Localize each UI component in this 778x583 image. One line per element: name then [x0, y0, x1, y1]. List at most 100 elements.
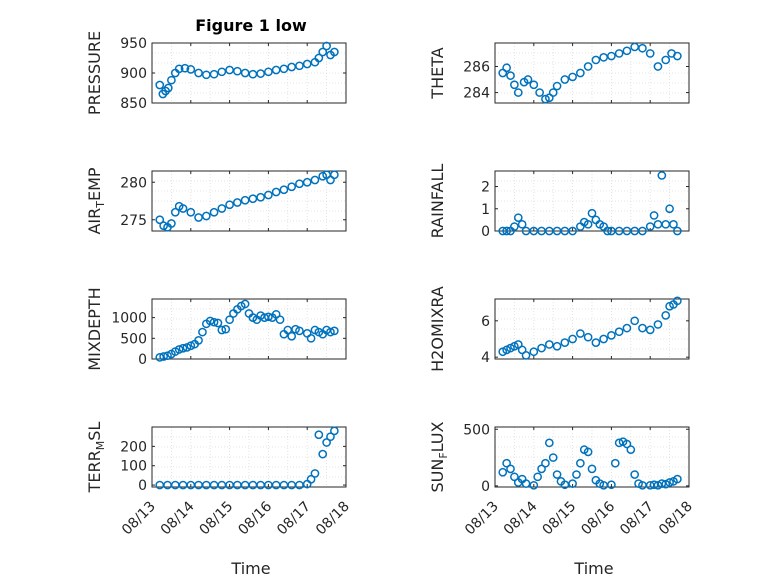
- y-tick-label: 0: [481, 479, 490, 495]
- y-axis-label: PRESSURE: [85, 31, 104, 115]
- y-axis-label-tail: LUX: [428, 421, 447, 452]
- data-point: [155, 80, 165, 90]
- data-point: [502, 458, 511, 468]
- data-point: [322, 438, 331, 447]
- data-point: [295, 480, 304, 490]
- data-point: [194, 336, 203, 345]
- data-point: [287, 331, 297, 341]
- y-axis-label: RAINFALL: [428, 164, 447, 239]
- data-point: [535, 88, 544, 97]
- data-point: [330, 326, 339, 336]
- data-point: [653, 219, 663, 229]
- x-tick-label: 08/15: [197, 499, 237, 539]
- data-point: [318, 449, 328, 459]
- data-point: [271, 65, 281, 75]
- data-point: [271, 480, 281, 490]
- data-point: [248, 69, 258, 79]
- data-point: [541, 94, 550, 104]
- y-tick-label: 0: [138, 478, 147, 494]
- y-tick-label: 1000: [111, 311, 147, 327]
- y-axis-label: H2OMIXRA: [428, 286, 447, 372]
- data-point: [170, 480, 180, 490]
- data-point: [233, 198, 242, 207]
- data-point: [155, 352, 165, 362]
- data-point: [537, 464, 546, 474]
- axes-box: [151, 170, 347, 232]
- panel-theta: 284 286 THETA: [428, 42, 690, 104]
- data-point: [638, 323, 647, 333]
- panel-mixdepth: 0 500 1000 MIXDEPTH: [85, 287, 347, 371]
- x-tick-label: 08/18: [313, 499, 353, 539]
- data-point: [544, 340, 554, 349]
- y-axis-label: MIXDEPTH: [85, 287, 104, 370]
- data-point: [217, 67, 227, 77]
- data-point: [653, 320, 663, 329]
- data-point: [217, 325, 227, 335]
- axes-box: [494, 42, 690, 104]
- data-point: [506, 464, 515, 474]
- data-point: [302, 177, 312, 187]
- data-point: [155, 215, 165, 225]
- panel-sun: 0 500 SUNFLUX 08/1308/1408/1508/1608/1708/1…: [428, 421, 696, 538]
- data-point: [194, 68, 203, 78]
- data-point: [607, 480, 616, 490]
- data-point: [194, 213, 203, 222]
- data-point: [221, 324, 231, 334]
- data-point: [576, 329, 585, 338]
- panel-h2omixra: 4 6 H2OMIXRA: [428, 286, 690, 372]
- y-tick-label: 4: [481, 350, 490, 366]
- data-point: [599, 334, 608, 344]
- y-axis-label-tail: SL: [85, 422, 104, 441]
- data-point: [264, 190, 273, 200]
- data-point: [523, 75, 533, 84]
- data-point: [638, 226, 647, 236]
- data-point: [529, 480, 539, 490]
- data-point: [661, 219, 671, 229]
- y-tick-label: 200: [120, 439, 147, 455]
- data-point: [537, 343, 546, 353]
- data-point: [513, 88, 523, 97]
- data-point: [560, 75, 570, 84]
- data-point: [498, 467, 508, 477]
- data-point: [314, 53, 324, 63]
- y-tick-label: 284: [463, 86, 490, 102]
- panel-rainfall: 0 1 2 RAINFALL: [428, 164, 690, 240]
- y-axis-label-main: MIXDEPTH: [85, 287, 104, 370]
- data-point: [178, 204, 188, 213]
- data-point: [201, 211, 211, 221]
- y-tick-label: 275: [120, 213, 147, 229]
- data-point: [591, 55, 601, 65]
- data-point: [163, 83, 173, 93]
- data-point: [256, 192, 265, 202]
- data-point: [201, 480, 211, 490]
- data-point: [302, 59, 312, 69]
- data-point: [209, 317, 219, 327]
- data-point: [167, 219, 176, 228]
- data-point: [510, 472, 519, 482]
- data-point: [248, 480, 258, 490]
- y-tick-label: 0: [481, 224, 490, 240]
- data-point: [568, 334, 577, 344]
- data-point: [159, 221, 168, 231]
- data-point: [287, 480, 297, 490]
- data-point: [673, 226, 682, 236]
- data-point: [174, 345, 184, 354]
- x-tick-label: 08/15: [540, 499, 580, 539]
- data-point: [306, 333, 316, 343]
- y-axis-label: TERRMSL: [85, 422, 107, 494]
- data-point: [279, 480, 289, 490]
- x-axis-label-left: Time: [230, 559, 270, 578]
- data-point: [653, 62, 663, 71]
- data-point: [529, 347, 539, 357]
- data-point: [326, 327, 335, 337]
- data-point: [225, 315, 234, 325]
- data-point: [271, 187, 281, 197]
- data-point: [591, 338, 601, 347]
- y-tick-label: 6: [481, 314, 490, 330]
- data-point: [568, 72, 577, 82]
- data-point: [583, 219, 593, 229]
- axes-box: [494, 298, 690, 360]
- panel-air: 275 280 AIRTEMP: [85, 167, 347, 235]
- data-point: [645, 325, 655, 335]
- data-point: [326, 432, 335, 442]
